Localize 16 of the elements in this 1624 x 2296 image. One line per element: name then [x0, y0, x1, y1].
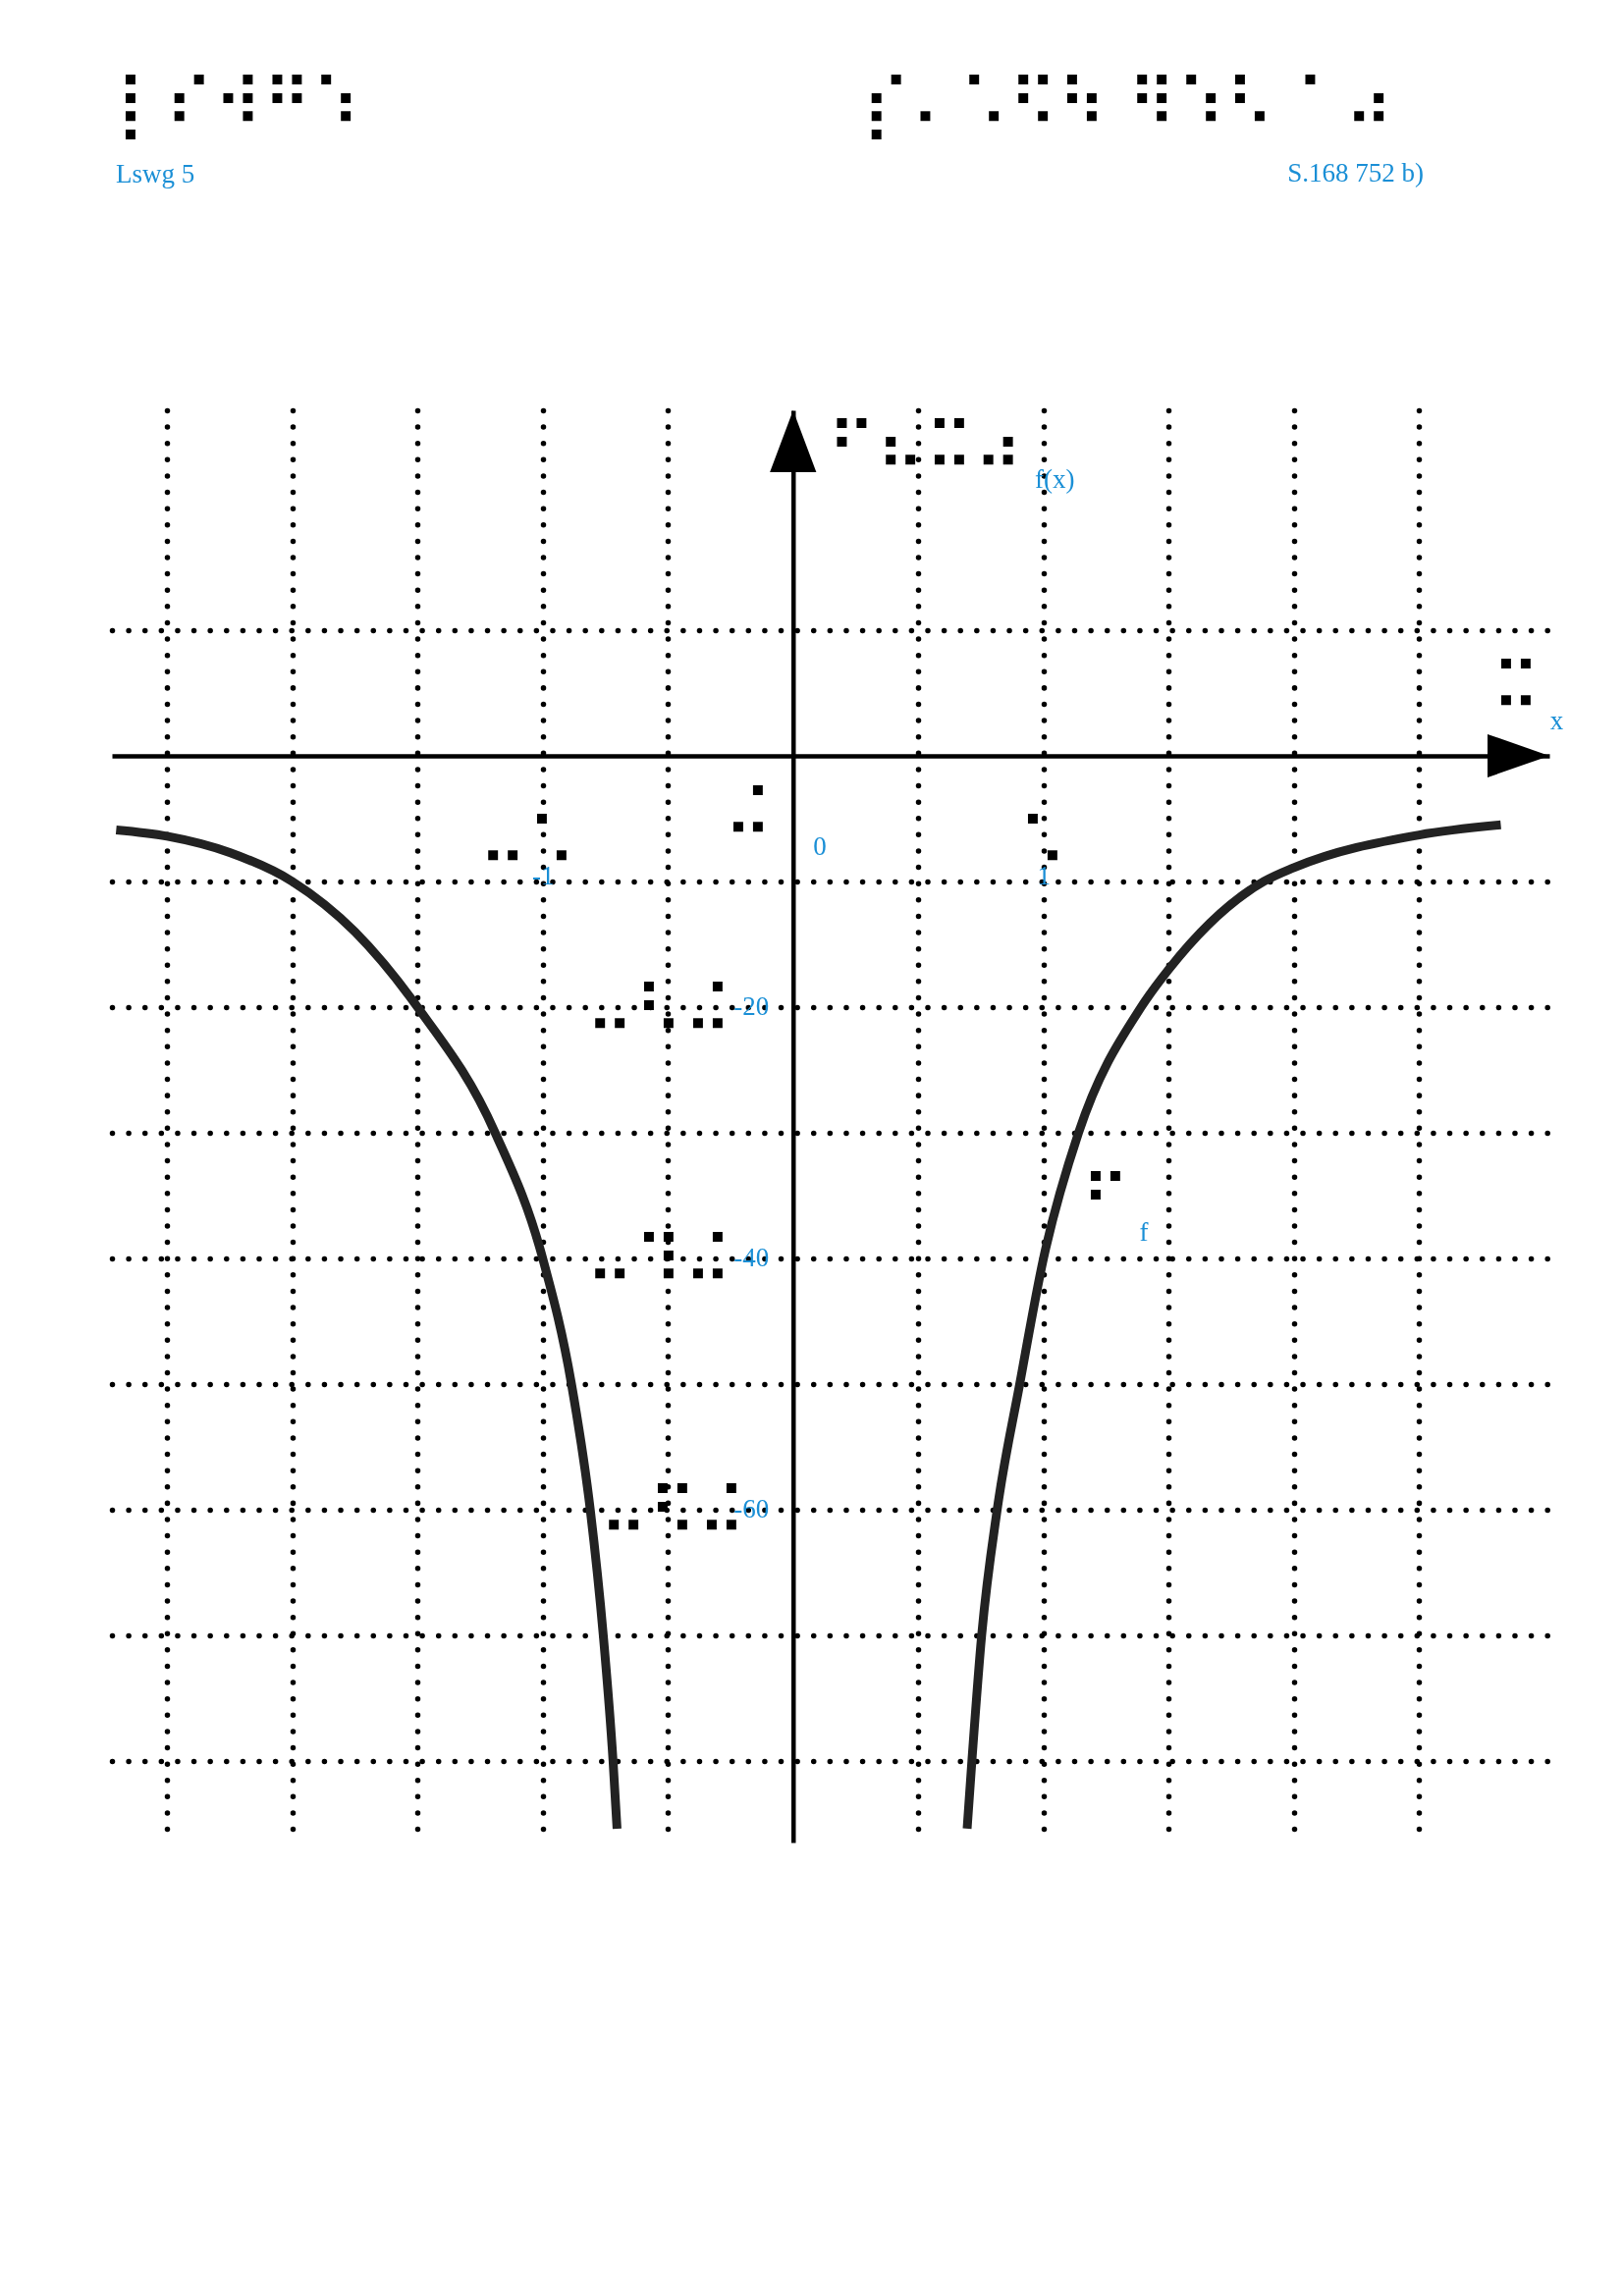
annotation: ⠋⠦⠭⠴: [827, 408, 1023, 486]
annotation: ⠤⠣⠬: [585, 972, 732, 1049]
annotation: ⠬: [724, 775, 773, 853]
annotation: 0: [813, 831, 827, 861]
y-tick-label: -40: [733, 1243, 770, 1273]
annotation: f: [1139, 1217, 1149, 1247]
x-axis-title: x: [1549, 706, 1564, 736]
annotation: ⠤⠹⠬: [585, 1222, 732, 1300]
text: S.168 752 b): [1287, 158, 1424, 187]
text: ⡇⠎⠺⠛⠱: [116, 65, 361, 142]
y-tick-label: -20: [733, 991, 770, 1022]
text: ⡎⠄⠡⠫⠳ ⠻⠱⠣ ⠁⠴: [861, 65, 1393, 142]
annotation: ⠋: [1081, 1161, 1130, 1239]
text: Lswg 5: [116, 159, 195, 188]
annotation: ⠭: [1491, 649, 1541, 726]
y-axis-title: f(x): [1035, 463, 1075, 494]
